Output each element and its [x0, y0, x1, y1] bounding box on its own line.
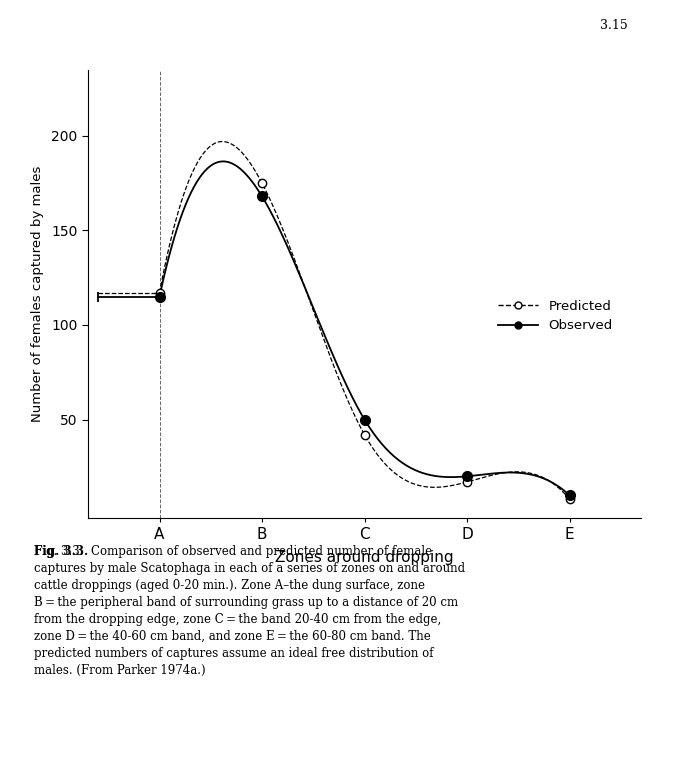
X-axis label: Zones around dropping: Zones around dropping	[275, 550, 454, 565]
Text: Fig. 3.3.  Comparison of observed and predicted number of female
captures by mal: Fig. 3.3. Comparison of observed and pre…	[34, 545, 465, 677]
Y-axis label: Number of females captured by males: Number of females captured by males	[31, 165, 44, 422]
Legend: Predicted, Observed: Predicted, Observed	[493, 295, 618, 338]
Text: Fig. 3.3.: Fig. 3.3.	[34, 545, 88, 558]
Text: 3.15: 3.15	[600, 19, 628, 32]
